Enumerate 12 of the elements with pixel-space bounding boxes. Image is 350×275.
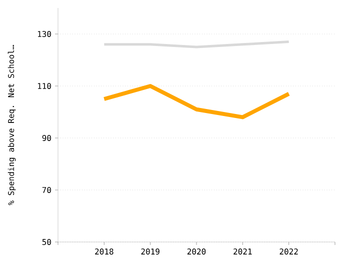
line-series: [102, 84, 291, 120]
y-tick-label: 50: [42, 238, 51, 246]
x-tick-label: 2021: [234, 248, 252, 255]
y-tick-label: 70: [42, 186, 51, 194]
y-tick-label: 130: [38, 30, 51, 38]
y-tick-label: 90: [42, 134, 51, 142]
x-tick-label: 2022: [280, 248, 298, 255]
y-tick-label: 110: [38, 82, 51, 90]
x-tick-label: 2018: [95, 248, 114, 255]
y-axis-title: % Spending above Req. Net School…: [8, 45, 16, 206]
x-tick-label: 2020: [187, 248, 206, 255]
x-tick-label: 2019: [141, 248, 160, 255]
